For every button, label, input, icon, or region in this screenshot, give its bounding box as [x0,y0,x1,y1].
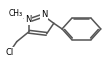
Text: CH₃: CH₃ [9,9,23,18]
Text: N: N [25,15,32,24]
Text: N: N [41,10,47,19]
Text: Cl: Cl [6,48,14,57]
